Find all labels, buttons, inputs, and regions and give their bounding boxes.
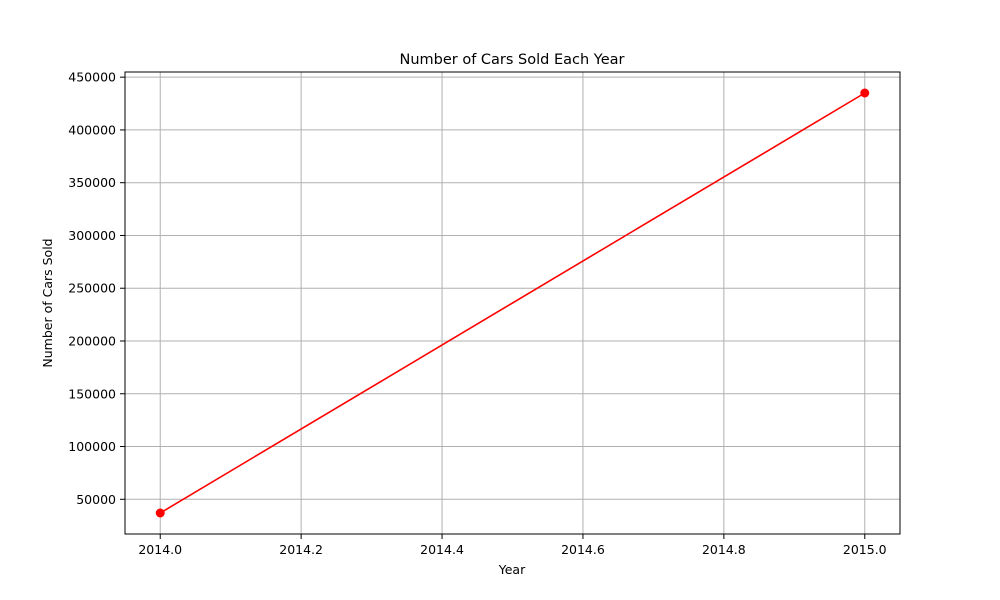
y-tick-label: 100000 xyxy=(68,439,116,454)
series-layer xyxy=(155,88,870,518)
axes-frame xyxy=(124,71,901,535)
y-tick-label: 200000 xyxy=(68,333,116,348)
x-axis-label: Year xyxy=(498,562,526,577)
y-tick-label: 150000 xyxy=(68,386,116,401)
y-tick-label: 50000 xyxy=(76,492,116,507)
x-tick-label: 2014.2 xyxy=(279,542,323,557)
x-tick-label: 2014.0 xyxy=(138,542,182,557)
y-tick-label: 300000 xyxy=(68,228,116,243)
series-line xyxy=(159,92,866,514)
grid xyxy=(125,72,900,534)
x-tick-label: 2014.6 xyxy=(561,542,605,557)
x-axis: 2014.0 2014.2 2014.4 2014.6 2014.8 2015.0 xyxy=(138,534,887,557)
data-point xyxy=(155,508,165,518)
y-tick-label: 250000 xyxy=(68,281,116,296)
y-tick-label: 450000 xyxy=(68,70,116,85)
x-tick-label: 2014.8 xyxy=(702,542,746,557)
y-axis: 50000 100000 150000 200000 250000 300000 35000… xyxy=(68,70,125,507)
y-tick-label: 400000 xyxy=(68,122,116,137)
y-axis-label: Number of Cars Sold xyxy=(40,238,55,367)
x-tick-label: 2015.0 xyxy=(843,542,887,557)
chart-title: Number of Cars Sold Each Year xyxy=(399,52,624,68)
x-tick-label: 2014.4 xyxy=(420,542,464,557)
data-point xyxy=(860,88,870,98)
y-tick-label: 350000 xyxy=(68,175,116,190)
